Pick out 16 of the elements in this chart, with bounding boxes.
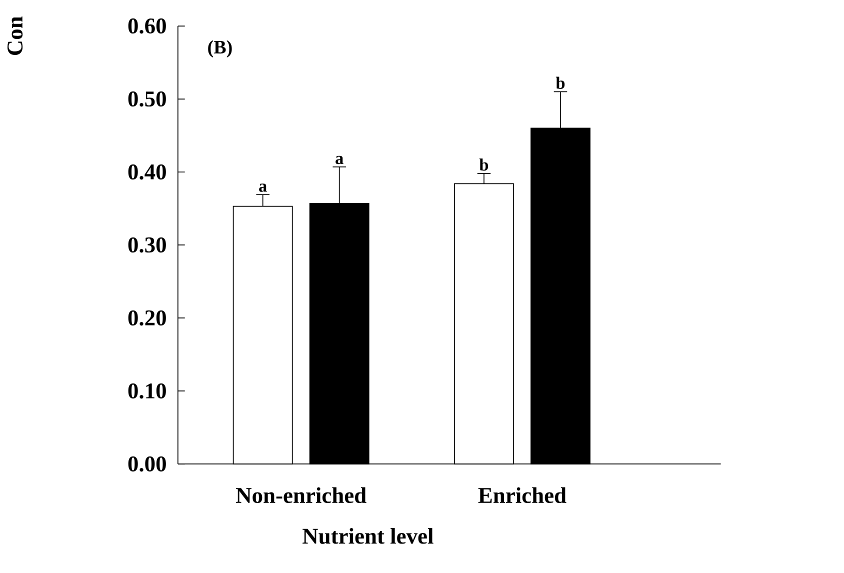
x-tick-label: Non-enriched (236, 487, 366, 503)
y-tick-label: 0.40 (128, 164, 166, 180)
annotation: (B) (208, 40, 232, 58)
y-tick-label: 0.00 (128, 456, 166, 472)
data-label: b (479, 158, 488, 171)
data-label: a (259, 183, 267, 192)
data-label: b (556, 76, 565, 89)
y-tick-label: 0.20 (128, 310, 166, 326)
y-tick-label: 0.60 (128, 18, 166, 34)
x-axis-title: Nutrient level (302, 528, 434, 544)
y-tick-label: 0.50 (128, 91, 166, 107)
y-axis-title: Con (7, 16, 23, 55)
y-tick-label: 0.30 (128, 237, 166, 252)
data-label: a (336, 156, 344, 164)
x-tick-label: Enriched (478, 487, 566, 503)
y-tick-label: 0.10 (128, 383, 166, 398)
